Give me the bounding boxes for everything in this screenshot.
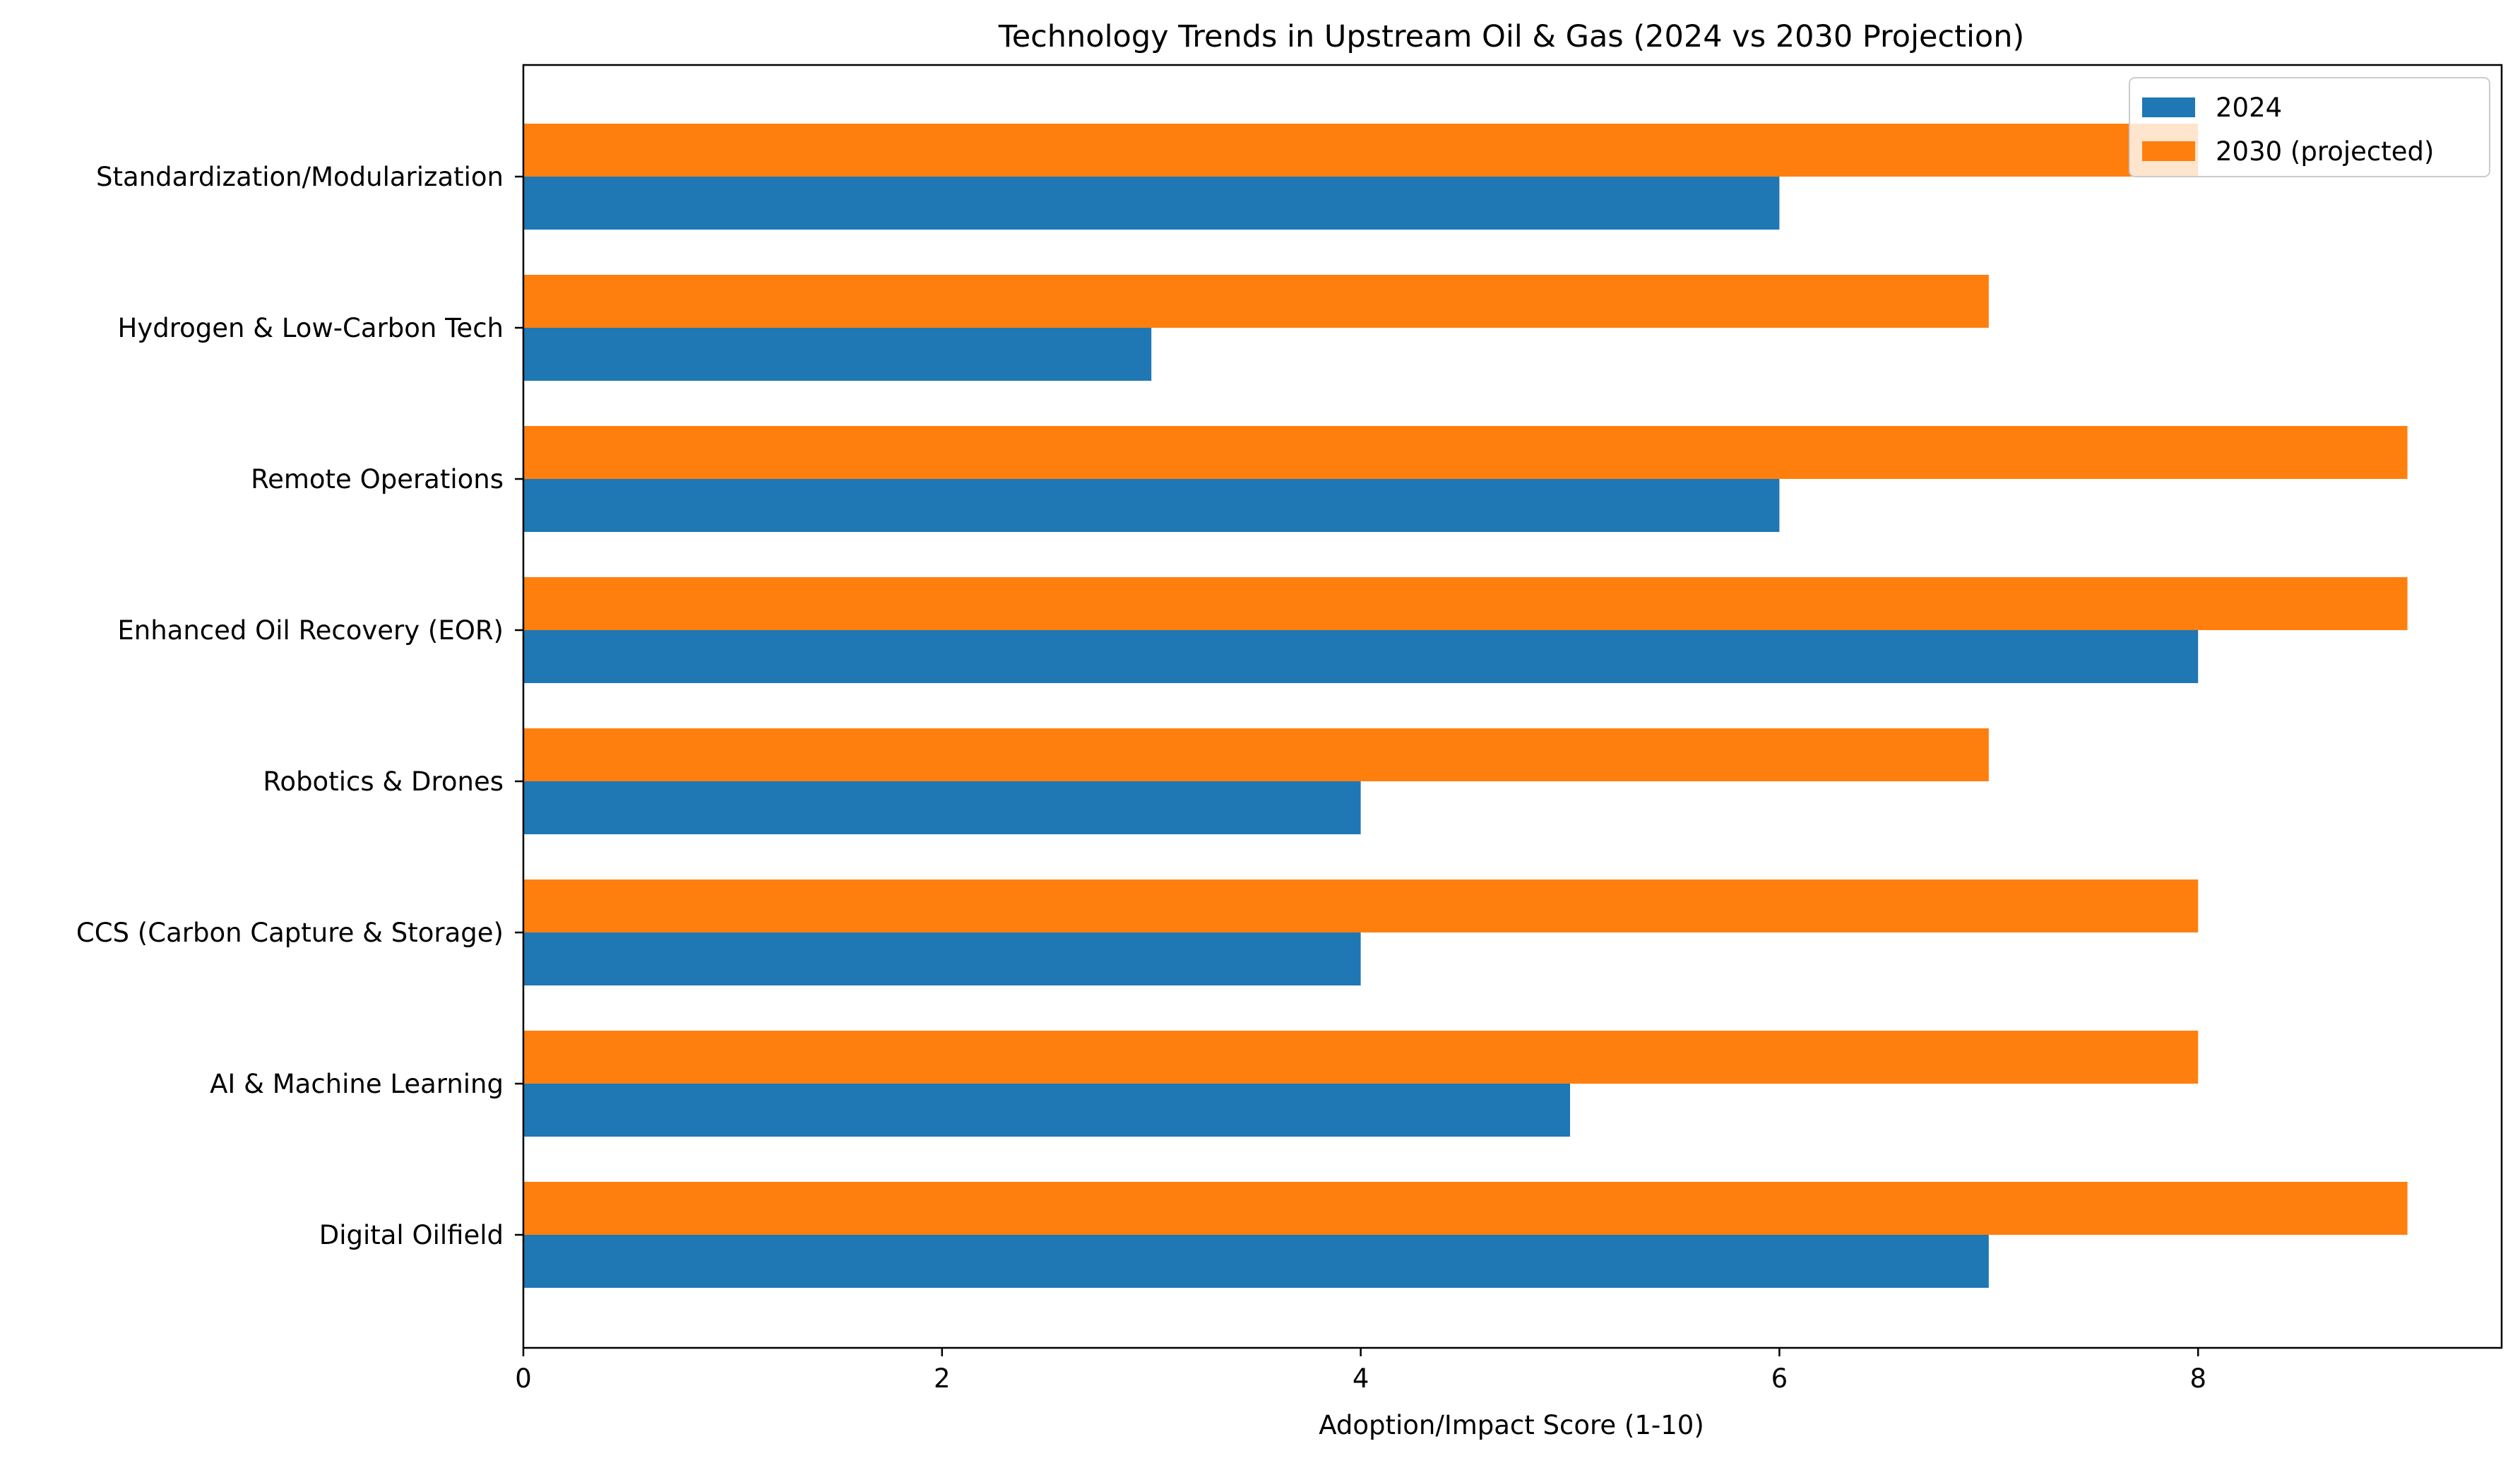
legend-label: 2030 (projected) [2216, 136, 2434, 167]
y-tick-label: AI & Machine Learning [210, 1069, 504, 1099]
x-axis-label: Adoption/Impact Score (1-10) [1319, 1410, 1704, 1440]
bar-2030-0 [523, 1182, 2408, 1235]
chart-title: Technology Trends in Upstream Oil & Gas … [998, 19, 2025, 54]
y-tick-label: CCS (Carbon Capture & Storage) [76, 918, 504, 948]
y-tick-label: Remote Operations [251, 464, 504, 494]
bar-2024-6 [523, 328, 1152, 381]
legend-box [2129, 77, 2490, 177]
x-tick-label: 2 [934, 1363, 951, 1394]
x-tick-label: 0 [515, 1363, 532, 1394]
axes: 0 2 4 6 8 Digital Oilfield AI & Machine Learni… [76, 64, 2503, 1394]
bar-2024-7 [523, 177, 1780, 230]
bar-2024-5 [523, 479, 1780, 532]
x-tick-label: 4 [1353, 1363, 1369, 1394]
bar-2030-5 [523, 426, 2408, 479]
bar-2024-0 [523, 1235, 1989, 1288]
bar-2030-6 [523, 275, 1989, 328]
bar-2030-7 [523, 124, 2199, 177]
bar-2030-3 [523, 728, 1989, 781]
bar-2030-1 [523, 1031, 2199, 1084]
bar-2030-2 [523, 879, 2199, 932]
x-tick-label: 8 [2189, 1363, 2206, 1394]
y-tick-label: Hydrogen & Low-Carbon Tech [118, 313, 504, 343]
plot-area [523, 124, 2408, 1288]
legend-swatch [2142, 97, 2195, 117]
y-tick-label: Robotics & Drones [263, 766, 504, 797]
bar-2024-2 [523, 932, 1361, 985]
bar-2030-4 [523, 577, 2408, 630]
y-tick-label: Enhanced Oil Recovery (EOR) [117, 615, 504, 646]
axes-frame [522, 64, 2503, 1349]
x-tick-label: 6 [1771, 1363, 1788, 1394]
y-tick-label: Digital Oilfield [319, 1220, 504, 1250]
legend: 2024 2030 (projected) [2129, 77, 2490, 177]
legend-swatch [2142, 141, 2195, 161]
legend-label: 2024 [2216, 93, 2282, 123]
bar-2024-3 [523, 781, 1361, 834]
bar-2024-1 [523, 1084, 1571, 1137]
bar-2024-4 [523, 630, 2199, 683]
y-tick-label: Standardization/Modularization [96, 162, 504, 192]
